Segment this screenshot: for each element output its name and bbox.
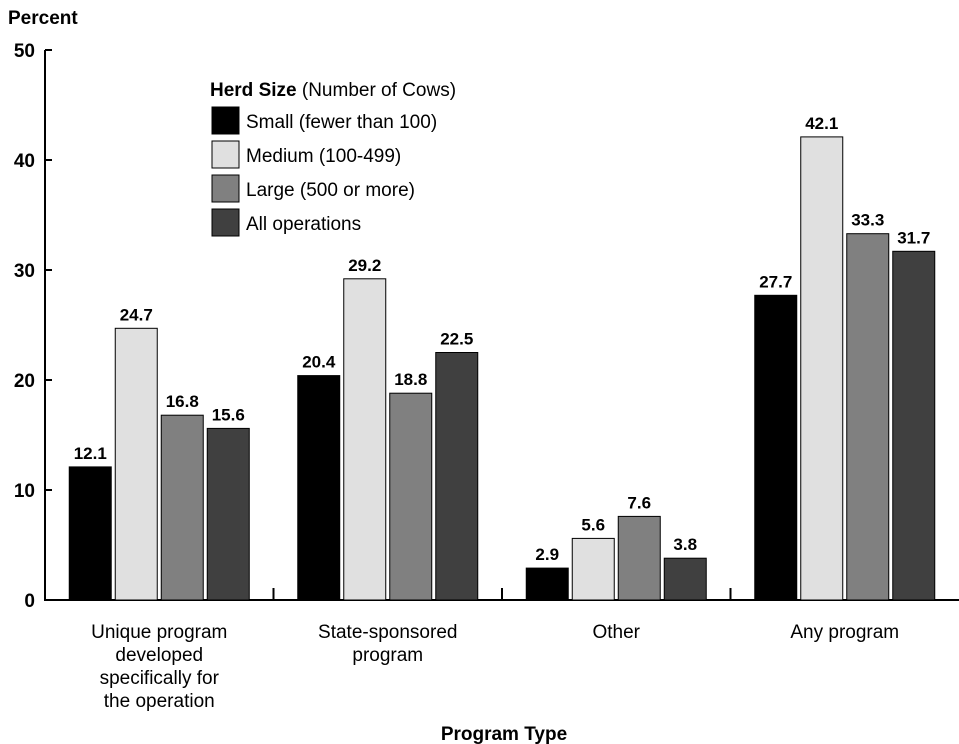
bar-value-label: 24.7 bbox=[120, 305, 153, 324]
bar-value-label: 3.8 bbox=[673, 535, 697, 554]
x-tick-label: Unique program bbox=[91, 622, 227, 643]
bar bbox=[435, 352, 479, 601]
y-tick-label: 30 bbox=[14, 261, 35, 282]
legend-swatch bbox=[211, 208, 240, 237]
bar bbox=[617, 515, 661, 601]
y-tick-label: 40 bbox=[14, 151, 35, 172]
legend-entry-label: Medium (100-499) bbox=[246, 146, 401, 167]
bar-value-label: 33.3 bbox=[851, 211, 884, 230]
legend-entry-label: All operations bbox=[246, 214, 361, 235]
y-axis-label: Percent bbox=[8, 8, 78, 29]
y-tick-label: 50 bbox=[14, 41, 35, 62]
bar-value-label: 15.6 bbox=[212, 405, 245, 424]
bar bbox=[160, 414, 204, 601]
bar-value-label: 5.6 bbox=[581, 515, 605, 534]
bar bbox=[389, 392, 433, 601]
x-tick-label: program bbox=[352, 645, 423, 666]
x-tick-label: Any program bbox=[790, 622, 899, 643]
bar bbox=[800, 136, 844, 601]
bar bbox=[846, 233, 890, 601]
bar-value-label: 12.1 bbox=[74, 444, 107, 463]
x-tick-label: State-sponsored bbox=[318, 622, 457, 643]
bar bbox=[525, 567, 569, 601]
bar-value-label: 42.1 bbox=[805, 114, 838, 133]
bar bbox=[297, 375, 341, 601]
x-tick-label: the operation bbox=[104, 691, 215, 712]
x-tick-label: specifically for bbox=[100, 668, 220, 689]
bar-value-label: 20.4 bbox=[302, 353, 336, 372]
legend-entry-label: Small (fewer than 100) bbox=[246, 112, 437, 133]
x-tick-label: developed bbox=[115, 645, 203, 666]
y-tick-label: 20 bbox=[14, 371, 35, 392]
y-tick-label: 0 bbox=[24, 591, 35, 612]
bar-value-label: 22.5 bbox=[440, 330, 473, 349]
bar-value-label: 18.8 bbox=[394, 370, 427, 389]
legend-swatch bbox=[211, 106, 240, 135]
y-tick-label: 10 bbox=[14, 481, 35, 502]
legend-swatch bbox=[211, 140, 240, 169]
bar bbox=[114, 327, 158, 601]
bar-value-label: 29.2 bbox=[348, 256, 381, 275]
bar-value-label: 7.6 bbox=[627, 493, 651, 512]
bar bbox=[68, 466, 112, 601]
x-axis-label: Program Type bbox=[441, 724, 567, 744]
x-tick-label: Other bbox=[592, 622, 640, 643]
bar bbox=[663, 557, 707, 601]
bar-value-label: 2.9 bbox=[535, 545, 559, 564]
bar-value-label: 27.7 bbox=[759, 272, 792, 291]
legend-entry-label: Large (500 or more) bbox=[246, 180, 415, 201]
bar bbox=[206, 427, 250, 601]
legend-swatch bbox=[211, 174, 240, 203]
bar bbox=[892, 250, 936, 601]
bar bbox=[571, 537, 615, 601]
bar bbox=[343, 278, 387, 601]
bar-value-label: 31.7 bbox=[897, 228, 930, 247]
bar-value-label: 16.8 bbox=[166, 392, 199, 411]
legend-title: Herd Size (Number of Cows) bbox=[210, 80, 456, 101]
bar bbox=[754, 294, 798, 601]
